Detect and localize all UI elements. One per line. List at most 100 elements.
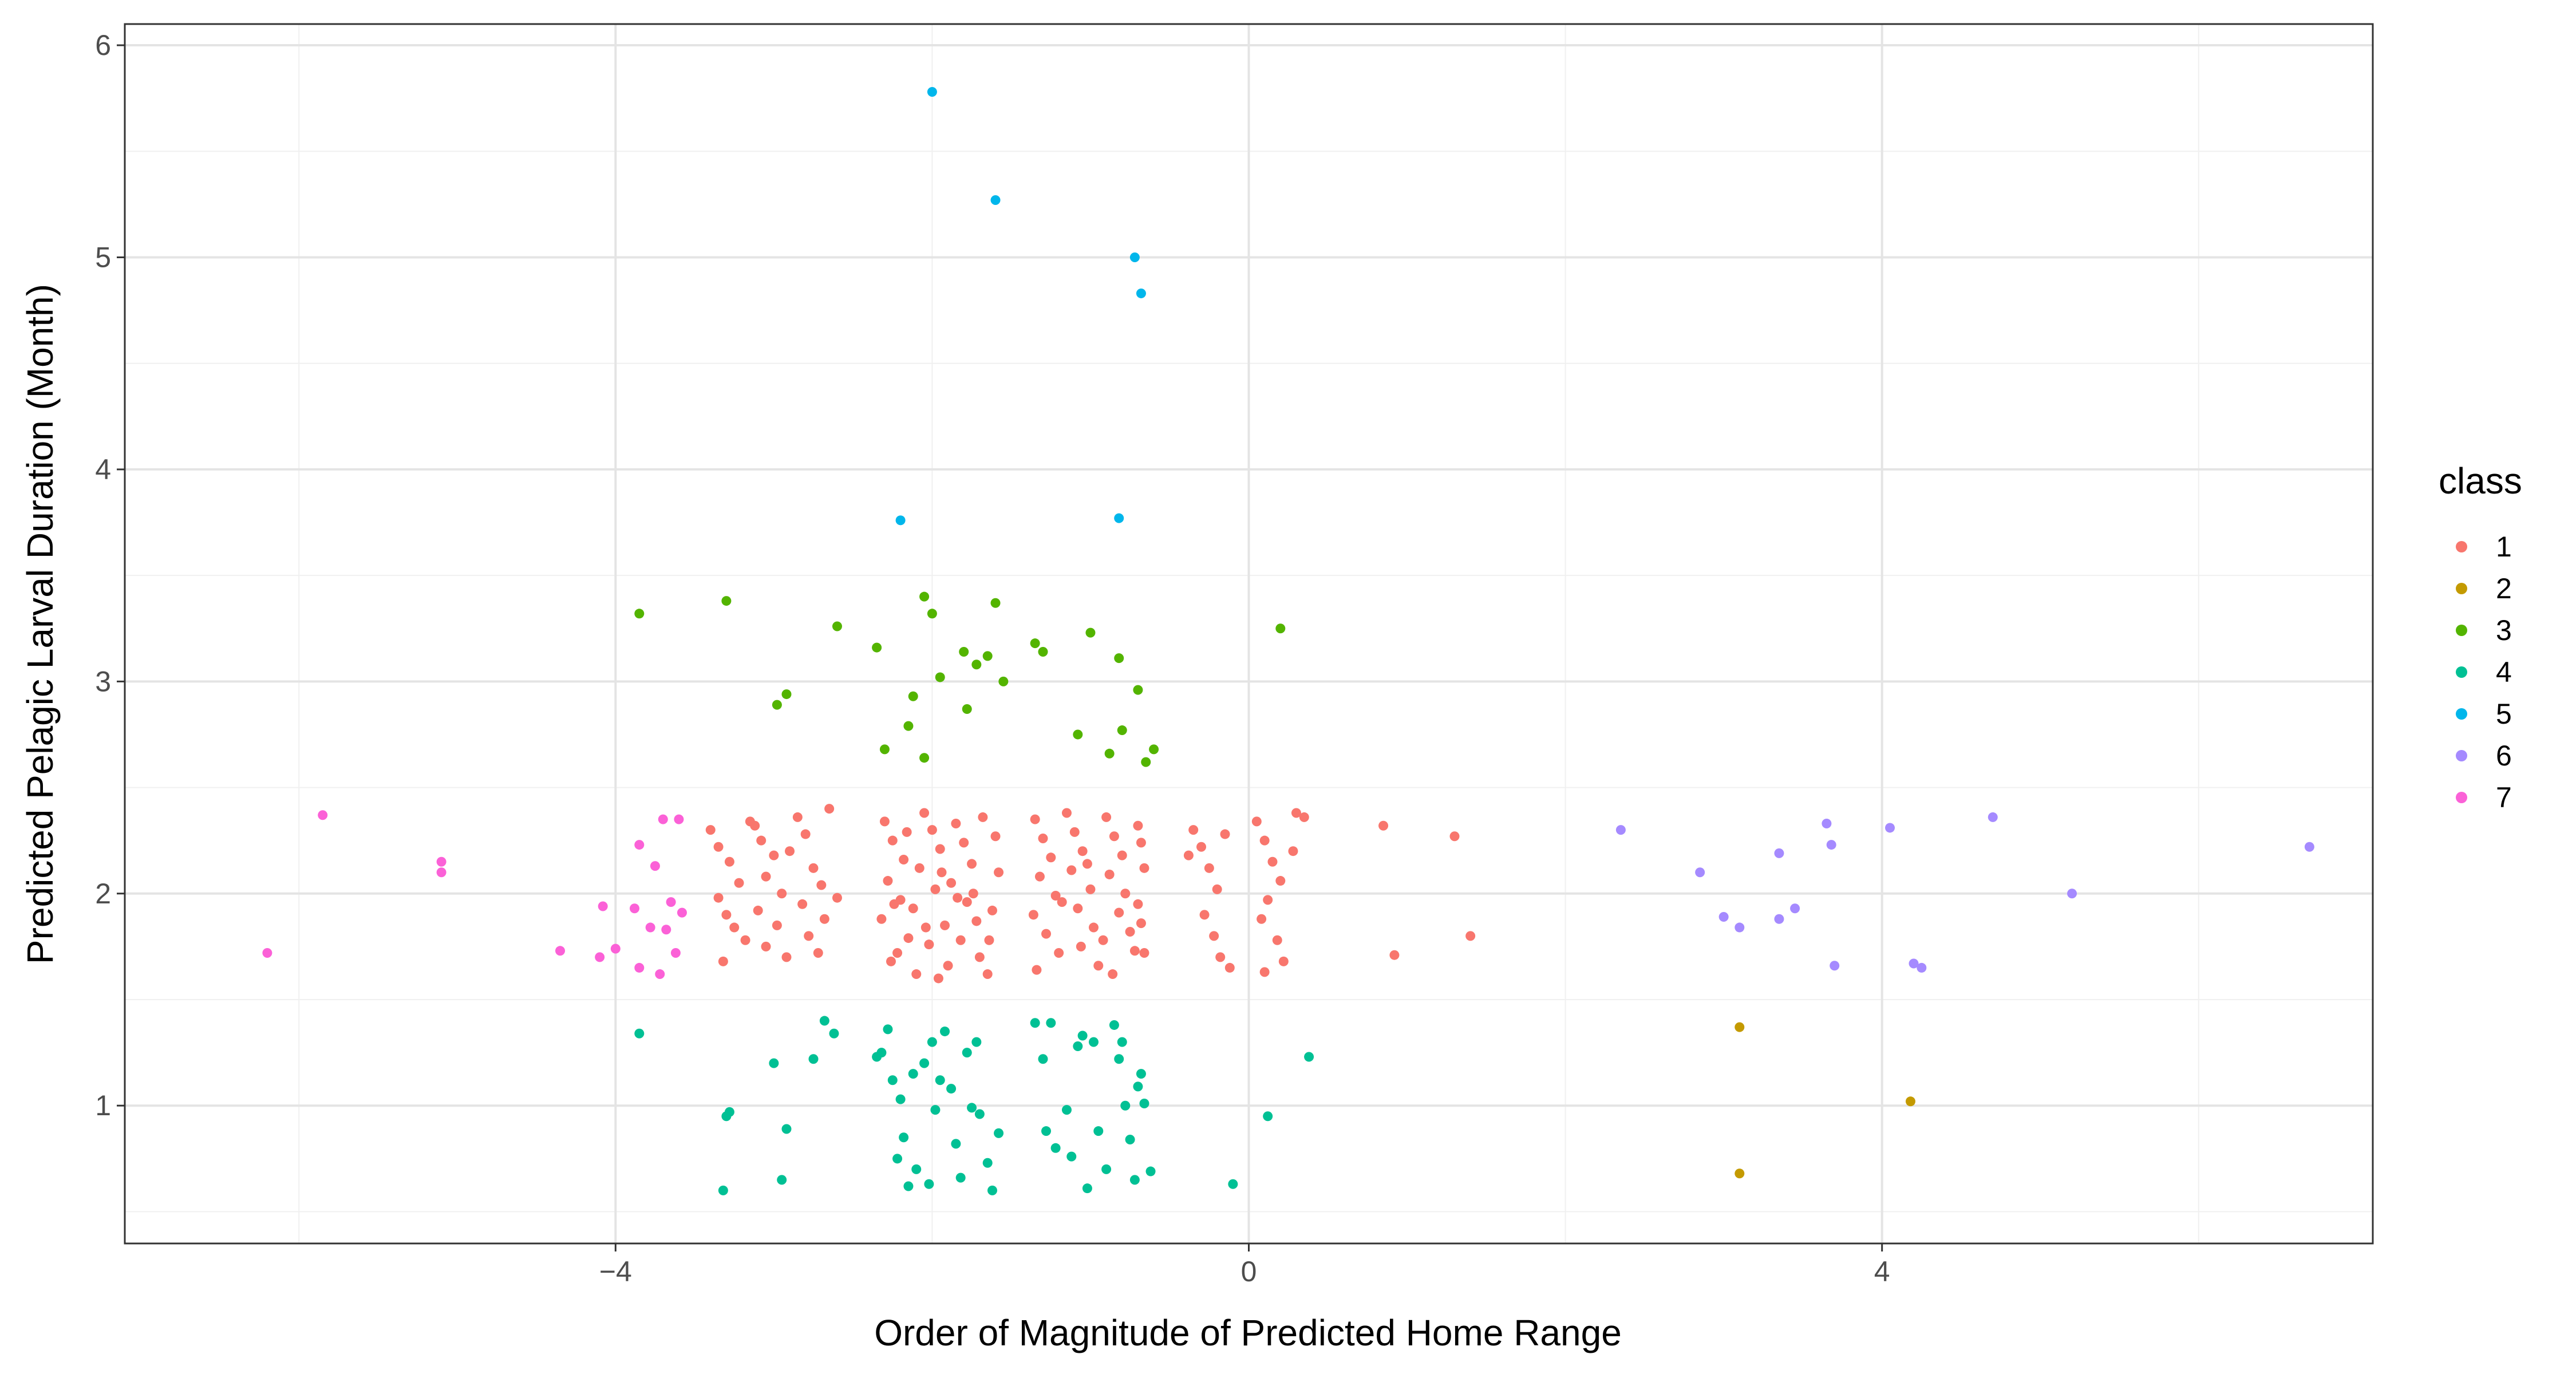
point-class-3 — [971, 660, 982, 670]
point-class-1 — [816, 880, 827, 890]
point-class-1 — [903, 933, 914, 943]
point-class-3 — [1275, 623, 1286, 634]
point-class-7 — [610, 943, 621, 954]
point-class-3 — [919, 591, 930, 602]
point-class-1 — [1030, 814, 1040, 824]
point-class-3 — [1030, 638, 1040, 649]
point-class-4 — [1041, 1126, 1052, 1136]
point-class-1 — [902, 827, 912, 837]
point-class-1 — [1215, 952, 1226, 962]
point-class-7 — [629, 903, 639, 914]
point-class-3 — [959, 646, 969, 657]
point-class-1 — [1278, 956, 1289, 966]
point-class-1 — [721, 910, 732, 920]
point-class-4 — [883, 1024, 893, 1035]
point-class-6 — [1774, 848, 1784, 858]
point-class-1 — [1267, 856, 1278, 867]
point-class-4 — [1082, 1183, 1092, 1194]
point-class-1 — [1224, 962, 1235, 973]
point-class-4 — [718, 1185, 728, 1195]
point-class-1 — [740, 935, 750, 945]
point-class-3 — [1141, 757, 1151, 767]
point-class-4 — [899, 1132, 909, 1143]
point-class-1 — [1378, 820, 1389, 831]
point-class-6 — [1718, 912, 1729, 922]
y-tick-label: 5 — [95, 241, 111, 273]
legend-label-1: 1 — [2496, 531, 2512, 563]
point-class-4 — [876, 1048, 887, 1058]
point-class-1 — [1209, 931, 1219, 941]
point-class-1 — [1054, 948, 1064, 958]
legend-label-2: 2 — [2496, 572, 2512, 605]
point-class-1 — [1061, 808, 1072, 818]
point-class-1 — [959, 838, 969, 848]
point-class-4 — [974, 1109, 985, 1119]
point-class-4 — [1030, 1018, 1040, 1028]
point-class-4 — [1046, 1018, 1056, 1028]
point-class-1 — [772, 920, 782, 930]
point-class-6 — [1909, 958, 1919, 969]
point-class-1 — [792, 812, 803, 822]
y-axis-ticks: 1 2 3 4 5 6 — [95, 29, 125, 1122]
y-tick-label: 3 — [95, 665, 111, 697]
point-class-4 — [908, 1069, 918, 1079]
point-class-4 — [829, 1028, 839, 1039]
point-class-3 — [1149, 744, 1159, 755]
point-class-4 — [962, 1048, 972, 1058]
point-class-4 — [987, 1185, 997, 1195]
point-class-3 — [1133, 685, 1143, 695]
point-class-4 — [1139, 1099, 1149, 1109]
point-class-6 — [1885, 823, 1895, 833]
point-class-4 — [887, 1075, 898, 1085]
legend-title: class — [2439, 460, 2522, 502]
point-class-4 — [1145, 1166, 1156, 1176]
point-class-1 — [994, 867, 1004, 878]
point-class-4 — [781, 1124, 792, 1134]
point-class-1 — [1069, 827, 1080, 837]
y-axis-title: Predicted Pelagic Larval Duration (Month… — [19, 284, 61, 964]
y-tick-label: 4 — [95, 453, 111, 485]
point-class-7 — [598, 901, 608, 911]
point-class-1 — [761, 871, 771, 882]
point-class-7 — [661, 925, 671, 935]
point-class-1 — [982, 969, 993, 980]
point-class-7 — [634, 840, 645, 850]
point-class-7 — [634, 962, 645, 973]
point-class-1 — [718, 956, 728, 966]
legend-key-1 — [2456, 541, 2467, 552]
y-tick-label: 1 — [95, 1089, 111, 1122]
point-class-4 — [1038, 1054, 1048, 1064]
point-class-1 — [800, 829, 811, 839]
point-class-4 — [892, 1154, 903, 1164]
point-class-3 — [919, 753, 930, 763]
point-class-1 — [955, 935, 966, 945]
point-class-1 — [1133, 899, 1143, 909]
point-class-1 — [879, 816, 890, 827]
point-class-7 — [670, 948, 681, 958]
legend-label-5: 5 — [2496, 698, 2512, 730]
point-class-1 — [911, 969, 922, 980]
point-class-1 — [1050, 890, 1061, 901]
point-class-3 — [927, 609, 937, 619]
point-class-1 — [919, 808, 930, 818]
point-class-3 — [990, 598, 1001, 608]
point-class-1 — [1196, 842, 1207, 852]
point-class-1 — [1114, 907, 1124, 918]
point-class-1 — [713, 842, 724, 852]
point-class-4 — [1109, 1020, 1119, 1030]
point-class-1 — [1129, 946, 1140, 956]
point-class-1 — [953, 893, 963, 903]
point-class-1 — [1263, 895, 1273, 905]
point-class-4 — [1073, 1041, 1083, 1051]
point-class-4 — [1066, 1151, 1077, 1162]
point-class-3 — [935, 672, 945, 682]
point-class-6 — [1735, 922, 1745, 933]
point-class-1 — [1272, 935, 1282, 945]
point-class-4 — [1136, 1069, 1146, 1079]
point-class-1 — [734, 878, 744, 888]
point-class-4 — [930, 1105, 941, 1115]
x-axis-title: Order of Magnitude of Predicted Home Ran… — [874, 1312, 1622, 1353]
point-class-3 — [1085, 627, 1096, 638]
point-class-1 — [750, 820, 760, 831]
point-class-1 — [940, 920, 950, 930]
